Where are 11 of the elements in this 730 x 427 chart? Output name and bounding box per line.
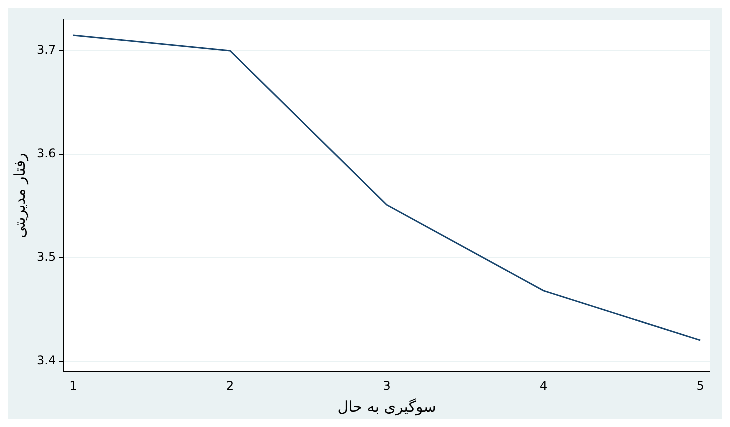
y-axis-title: رفتار مدیریتی — [10, 153, 29, 238]
x-tick-label: 2 — [226, 378, 234, 393]
x-tick-label: 4 — [540, 378, 548, 393]
x-tick-label: 5 — [696, 378, 704, 393]
y-tick-label: 3.7 — [36, 43, 56, 58]
x-tick-label: 3 — [383, 378, 391, 393]
x-tick-label: 1 — [70, 378, 78, 393]
y-tick-label: 3.4 — [36, 353, 56, 368]
y-tick-label: 3.6 — [36, 146, 56, 161]
x-axis-title: سوگیری به حال — [338, 398, 436, 416]
y-tick-label: 3.5 — [36, 250, 56, 264]
